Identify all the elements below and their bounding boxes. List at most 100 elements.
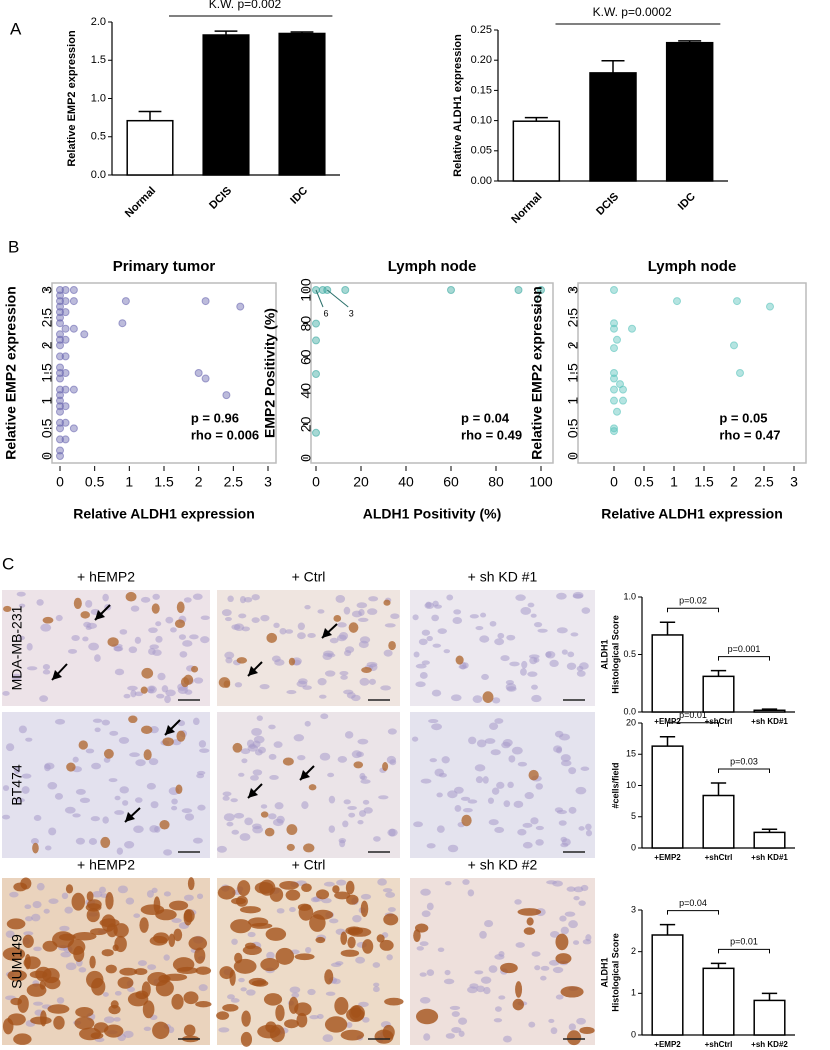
stained-cell xyxy=(254,882,274,894)
nucleus xyxy=(227,994,235,1000)
stained-cell xyxy=(151,603,160,614)
y-tick-label: 0 xyxy=(39,452,55,460)
stained-cell xyxy=(383,913,399,926)
point xyxy=(56,335,64,344)
nucleus xyxy=(317,609,325,614)
stained-cell xyxy=(240,1031,253,1047)
stained-cell xyxy=(216,1011,230,1020)
nucleus xyxy=(60,951,72,958)
nucleus xyxy=(447,790,458,799)
stained-cell xyxy=(159,819,170,830)
nucleus xyxy=(425,601,432,608)
stained-cell xyxy=(250,922,273,929)
nucleus xyxy=(337,622,347,628)
nucleus xyxy=(431,723,443,731)
nucleus xyxy=(329,918,339,924)
point xyxy=(69,424,78,433)
nucleus xyxy=(122,800,129,806)
bar xyxy=(589,72,637,182)
stained-cell xyxy=(90,1032,104,1040)
nucleus xyxy=(454,804,462,812)
nucleus xyxy=(443,649,451,654)
stained-cell xyxy=(251,980,269,987)
nucleus xyxy=(291,992,300,998)
bracket xyxy=(718,768,770,773)
nucleus xyxy=(268,813,277,820)
nucleus xyxy=(412,614,419,621)
nucleus xyxy=(251,617,260,624)
nucleus xyxy=(133,913,141,918)
nucleus xyxy=(540,965,550,971)
x-tick-label: 100 xyxy=(529,474,553,490)
nucleus xyxy=(82,636,89,642)
stained-cell xyxy=(239,906,261,914)
nucleus xyxy=(222,791,232,797)
y-tick-label: 3 xyxy=(631,904,636,914)
stained-cell xyxy=(103,748,114,759)
nucleus xyxy=(42,669,51,675)
stained-cell xyxy=(275,1004,285,1022)
nucleus xyxy=(272,818,284,827)
nucleus xyxy=(199,748,210,753)
stained-cell xyxy=(528,769,539,781)
nucleus xyxy=(507,781,514,788)
nucleus xyxy=(337,755,348,763)
nucleus xyxy=(33,946,42,952)
stained-cell xyxy=(523,927,536,935)
point xyxy=(312,319,320,328)
nucleus xyxy=(431,689,442,697)
x-tick-label: DCIS xyxy=(594,191,621,218)
nucleus xyxy=(530,817,539,825)
stained-cell xyxy=(233,958,257,974)
x-tick-label: 2.5 xyxy=(754,474,774,490)
x-tick-label: 0 xyxy=(312,474,320,490)
nucleus xyxy=(44,762,55,770)
stained-cell xyxy=(260,958,280,972)
nucleus xyxy=(327,653,336,658)
y-tick-label: 2 xyxy=(565,341,581,349)
x-axis-label: ALDH1 Positivity (%) xyxy=(363,506,501,522)
error-bar xyxy=(524,116,548,122)
nucleus xyxy=(182,640,193,647)
point xyxy=(201,374,210,383)
stained-cell xyxy=(298,904,314,921)
stained-cell xyxy=(80,611,90,619)
nucleus xyxy=(198,740,207,748)
column-header: + Ctrl xyxy=(292,569,326,585)
x-tick-label: +sh KD#1 xyxy=(751,853,788,862)
nucleus xyxy=(493,1018,503,1023)
nucleus xyxy=(498,995,506,1000)
nucleus xyxy=(114,668,125,676)
stained-cell xyxy=(195,966,212,975)
stained-cell xyxy=(2,947,26,961)
stained-cell xyxy=(416,1008,439,1025)
y-tick-label: 0.15 xyxy=(471,84,492,96)
stained-cell xyxy=(346,894,359,905)
nucleus xyxy=(133,825,144,833)
nucleus xyxy=(533,622,543,628)
annotation: p = 0.96 xyxy=(191,410,239,425)
nucleus xyxy=(339,671,349,676)
nucleus xyxy=(460,796,471,801)
x-tick-label: DCIS xyxy=(207,185,234,212)
point xyxy=(514,286,523,294)
nucleus xyxy=(227,595,234,603)
nucleus xyxy=(31,913,41,922)
nucleus xyxy=(578,900,586,906)
nucleus xyxy=(447,844,459,853)
column-header: + sh KD #1 xyxy=(468,569,538,585)
x-tick-label: 0 xyxy=(56,474,64,490)
nucleus xyxy=(26,666,38,671)
nucleus xyxy=(566,662,577,670)
stained-cell xyxy=(134,968,148,976)
stained-cell xyxy=(263,993,283,1006)
nucleus xyxy=(450,694,462,702)
nucleus xyxy=(344,731,354,739)
point xyxy=(312,428,320,437)
nucleus xyxy=(193,677,204,684)
nucleus xyxy=(386,755,396,764)
nucleus xyxy=(488,965,498,973)
nucleus xyxy=(109,730,119,736)
nucleus xyxy=(47,781,58,790)
nucleus xyxy=(114,810,125,815)
